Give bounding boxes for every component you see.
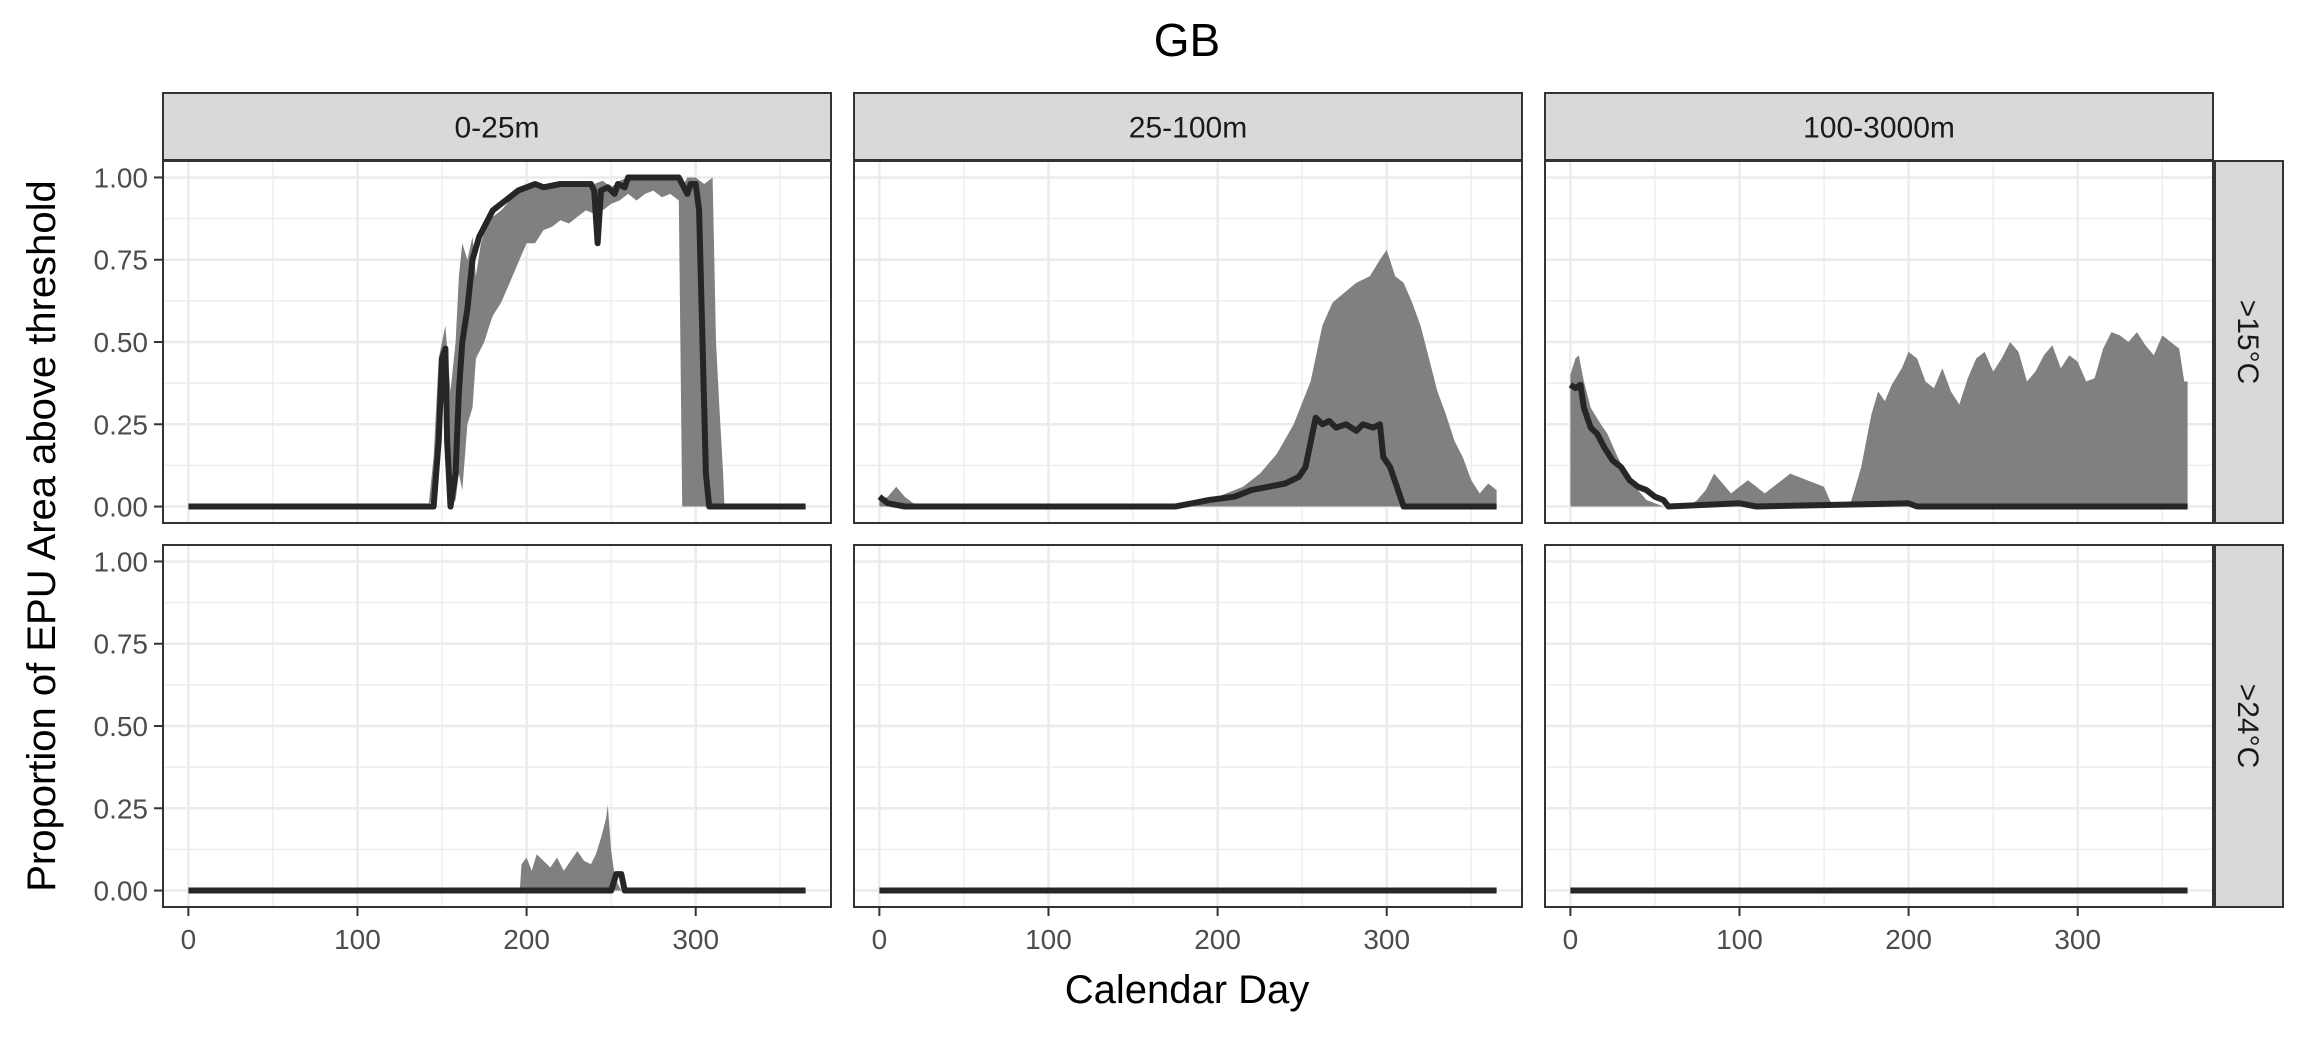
x-tick-label: 300 [2054, 924, 2101, 955]
series-line [877, 414, 1497, 510]
chart-title: GB [1154, 14, 1220, 66]
panel-border [1544, 544, 2214, 908]
ribbon-area [188, 177, 806, 507]
column-strip-label: 100-3000m [1803, 112, 1955, 145]
column-strip-label: 0-25m [454, 112, 539, 145]
y-axis-title: Proportion of EPU Area above threshold [20, 180, 64, 892]
y-tick-label: 0.25 [94, 409, 149, 440]
x-tick-label: 100 [1025, 924, 1072, 955]
y-tick-label: 0.50 [94, 711, 149, 742]
x-tick-label: 200 [503, 924, 550, 955]
column-strip-label: 25-100m [1129, 112, 1247, 145]
panel-0: 0.00 0.25 0.50 0.75 1.00 [94, 160, 832, 524]
panel-border [1544, 160, 2214, 524]
y-tick-label: 0.00 [94, 492, 149, 523]
row-strip-label: >24°C [2231, 684, 2264, 769]
panel-5: 0 100 200 300 [1544, 544, 2214, 955]
x-tick-label: 100 [334, 924, 381, 955]
panel-border [853, 160, 1523, 524]
y-tick-label: 0.00 [94, 876, 149, 907]
row-strip-0 [2214, 160, 2284, 524]
ribbon-area [1570, 332, 2188, 507]
panel-4: 0 100 200 300 [853, 544, 1523, 955]
series-line [188, 174, 806, 510]
x-tick-label: 300 [672, 924, 719, 955]
x-tick-label: 0 [181, 924, 197, 955]
panel-2 [1544, 160, 2214, 524]
panel-3: 0.00 0.25 0.50 0.75 1.00 0 100 200 300 [94, 544, 832, 955]
y-tick-label: 0.25 [94, 793, 149, 824]
panels-layer: 0-25m 25-100m 100-3000m>15°C>24°C0.000.250… [94, 92, 2284, 955]
panel-1 [853, 160, 1523, 524]
x-tick-label: 0 [872, 924, 888, 955]
panel-border [853, 544, 1523, 908]
x-tick-label: 0 [1563, 924, 1579, 955]
row-strip-label: >15°C [2231, 300, 2264, 385]
y-tick-label: 0.50 [94, 327, 149, 358]
x-tick-label: 200 [1885, 924, 1932, 955]
x-axis-title: Calendar Day [1065, 968, 1310, 1012]
column-strip-1 [853, 92, 1523, 161]
row-strip-1 [2214, 544, 2284, 908]
y-tick-label: 1.00 [94, 162, 149, 193]
y-tick-label: 0.75 [94, 245, 149, 276]
x-tick-label: 200 [1194, 924, 1241, 955]
column-strip-2 [1544, 92, 2214, 161]
series-line [188, 871, 806, 894]
y-tick-label: 0.75 [94, 629, 149, 660]
x-tick-label: 300 [1363, 924, 1410, 955]
y-tick-label: 1.00 [94, 546, 149, 577]
column-strip-0 [162, 92, 832, 161]
series-line [1568, 381, 2188, 510]
ribbon-area [879, 249, 1497, 507]
x-tick-label: 100 [1716, 924, 1763, 955]
